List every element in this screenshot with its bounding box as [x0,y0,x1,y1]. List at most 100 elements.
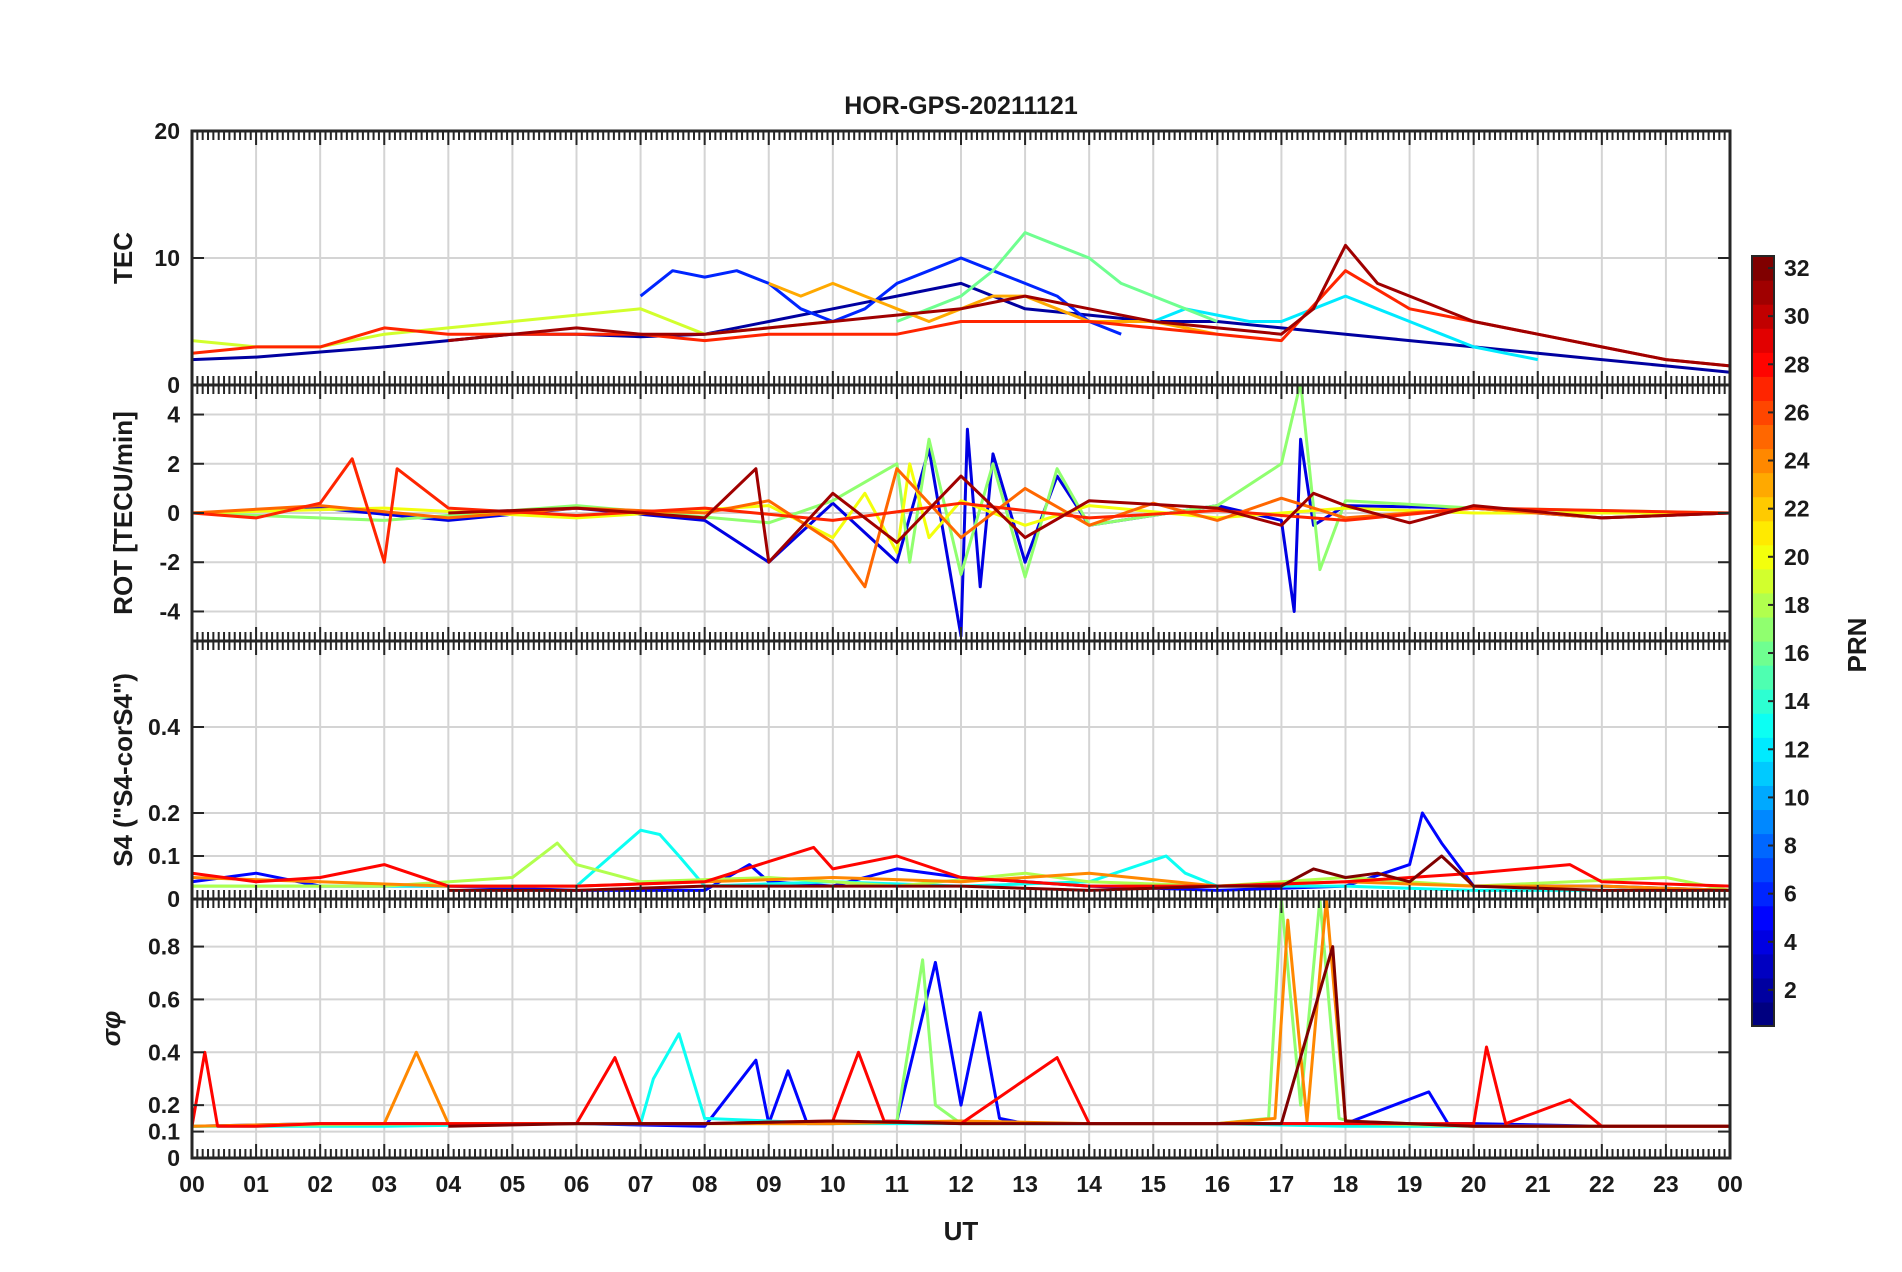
x-tick-label: 11 [885,1171,910,1197]
y-tick-label: 0.2 [148,800,180,826]
y-tick-label: 0.1 [148,843,180,869]
x-tick-label: 10 [820,1171,846,1197]
x-tick-label: 01 [243,1171,269,1197]
y-tick-label: 0 [167,886,180,912]
series-prn-32 [448,945,1730,1128]
colorbar-swatch-22 [1752,496,1774,522]
colorbar-swatch-4 [1752,929,1774,955]
x-tick-label: 03 [371,1171,397,1197]
colorbar-swatch-26 [1752,400,1774,426]
colorbar-frame [1751,255,1775,1027]
colorbar-swatch-13 [1752,713,1774,738]
colorbar-swatch-12 [1752,737,1774,762]
colorbar-swatch-6 [1752,881,1774,907]
colorbar-swatch-20 [1752,544,1774,570]
y-axis-label-rot: ROT [TECU/min] [108,411,138,615]
x-tick-label: 17 [1269,1171,1295,1197]
colorbar-swatch-3 [1752,953,1774,979]
panel-tec: 0 10 20 TEC [108,118,1732,398]
colorbar-swatch-15 [1752,665,1774,690]
y-tick-label: 0.2 [148,1092,180,1118]
colorbar-tick-label: 16 [1784,640,1810,666]
series-prn-28 [192,1045,1730,1128]
colorbar-swatch-32 [1752,256,1774,281]
colorbar-swatch-5 [1752,905,1774,931]
panel-sigma_phi: 00.10.2 0.4 0.6 0.8 σφ [96,897,1732,1171]
y-axis-label-sigma_phi: σφ [96,1011,126,1047]
y-tick-label: 10 [154,245,180,271]
colorbar-swatch-2 [1752,977,1774,1003]
x-tick-label: 12 [948,1171,974,1197]
colorbar-swatch-21 [1752,520,1774,546]
colorbar-swatch-7 [1752,857,1774,883]
x-tick-label: 02 [307,1171,333,1197]
colorbar-tick-label: 24 [1784,448,1810,474]
y-tick-label: -2 [160,549,180,575]
series-group [192,899,1730,1128]
colorbar-tick-label: 32 [1784,255,1810,281]
colorbar-tick-label: 18 [1784,592,1810,618]
colorbar-swatch-11 [1752,761,1774,786]
y-axis-label-tec: TEC [108,232,138,284]
colorbar-tick-label: 8 [1784,833,1797,859]
y-tick-label: 0.8 [148,934,180,960]
colorbar-swatch-23 [1752,472,1774,498]
y-tick-label: 0.4 [148,714,180,740]
colorbar-swatch-29 [1752,328,1774,353]
series-prn-6 [639,256,1122,336]
colorbar-swatch-31 [1752,280,1774,305]
colorbar-tick-label: 12 [1784,736,1810,762]
x-tick-label: 13 [1012,1171,1038,1197]
colorbar-swatch-8 [1752,833,1774,859]
x-tick-label: 15 [1140,1171,1166,1197]
x-tick-label: 20 [1461,1171,1487,1197]
colorbar-tick-label: 2 [1784,977,1797,1003]
series-group [192,231,1730,374]
panel-s4: 0 0.1 0.2 0.4 S4 ("S4-corS4") [108,639,1732,912]
x-tick-label: 00 [179,1171,205,1197]
x-tick-label: 14 [1076,1171,1102,1197]
colorbar-tick-label: 20 [1784,544,1810,570]
y-tick-label: 20 [154,118,180,144]
colorbar-label: PRN [1842,618,1872,673]
y-tick-label: 2 [167,451,180,477]
x-tick-labels: 00 01 02 03 04 05 06 07 08 09 10 11 12 13 14 15 16 17 18 19… [179,1171,1743,1197]
y-tick-label: -4 [160,598,181,624]
series-prn-5 [192,960,1730,1128]
colorbar-swatch-16 [1752,641,1774,666]
y-tick-label: 0.6 [148,986,180,1012]
x-tick-label: 21 [1525,1171,1551,1197]
colorbar-swatch-27 [1752,376,1774,401]
x-tick-label: 08 [692,1171,718,1197]
colorbar-tick-label: 22 [1784,496,1810,522]
x-tick-label: 16 [1205,1171,1231,1197]
colorbar-swatch-14 [1752,689,1774,714]
series-prn-12 [1152,294,1539,362]
y-tick-label: 0 [167,1145,180,1171]
series-prn-28 [192,845,1730,888]
colorbar-swatch-25 [1752,424,1774,450]
y-tick-label: 0 [167,372,180,398]
colorbar-swatch-17 [1752,616,1774,642]
x-tick-label: 04 [436,1171,462,1197]
colorbar-tick-label: 10 [1784,784,1810,810]
panel-rot: -4 -2 0 2 4 ROT [TECU/min] [108,383,1732,643]
figure-title: HOR-GPS-20211121 [844,92,1078,120]
series-group [192,385,1730,638]
x-axis-label: UT [944,1216,979,1246]
x-tick-label: 18 [1333,1171,1359,1197]
colorbar-swatch-19 [1752,568,1774,594]
x-tick-label: 00 [1717,1171,1743,1197]
colorbar-swatch-1 [1752,1001,1774,1027]
x-tick-label: 07 [628,1171,654,1197]
colorbar-tick-label: 26 [1784,399,1810,425]
series-prn-31 [448,243,1730,368]
colorbar-tick-label: 30 [1784,303,1810,329]
colorbar-swatch-10 [1752,785,1774,811]
series-prn-16 [896,231,1218,323]
colorbar-tick-label: 4 [1784,929,1797,955]
series-prn-4 [192,427,1730,638]
